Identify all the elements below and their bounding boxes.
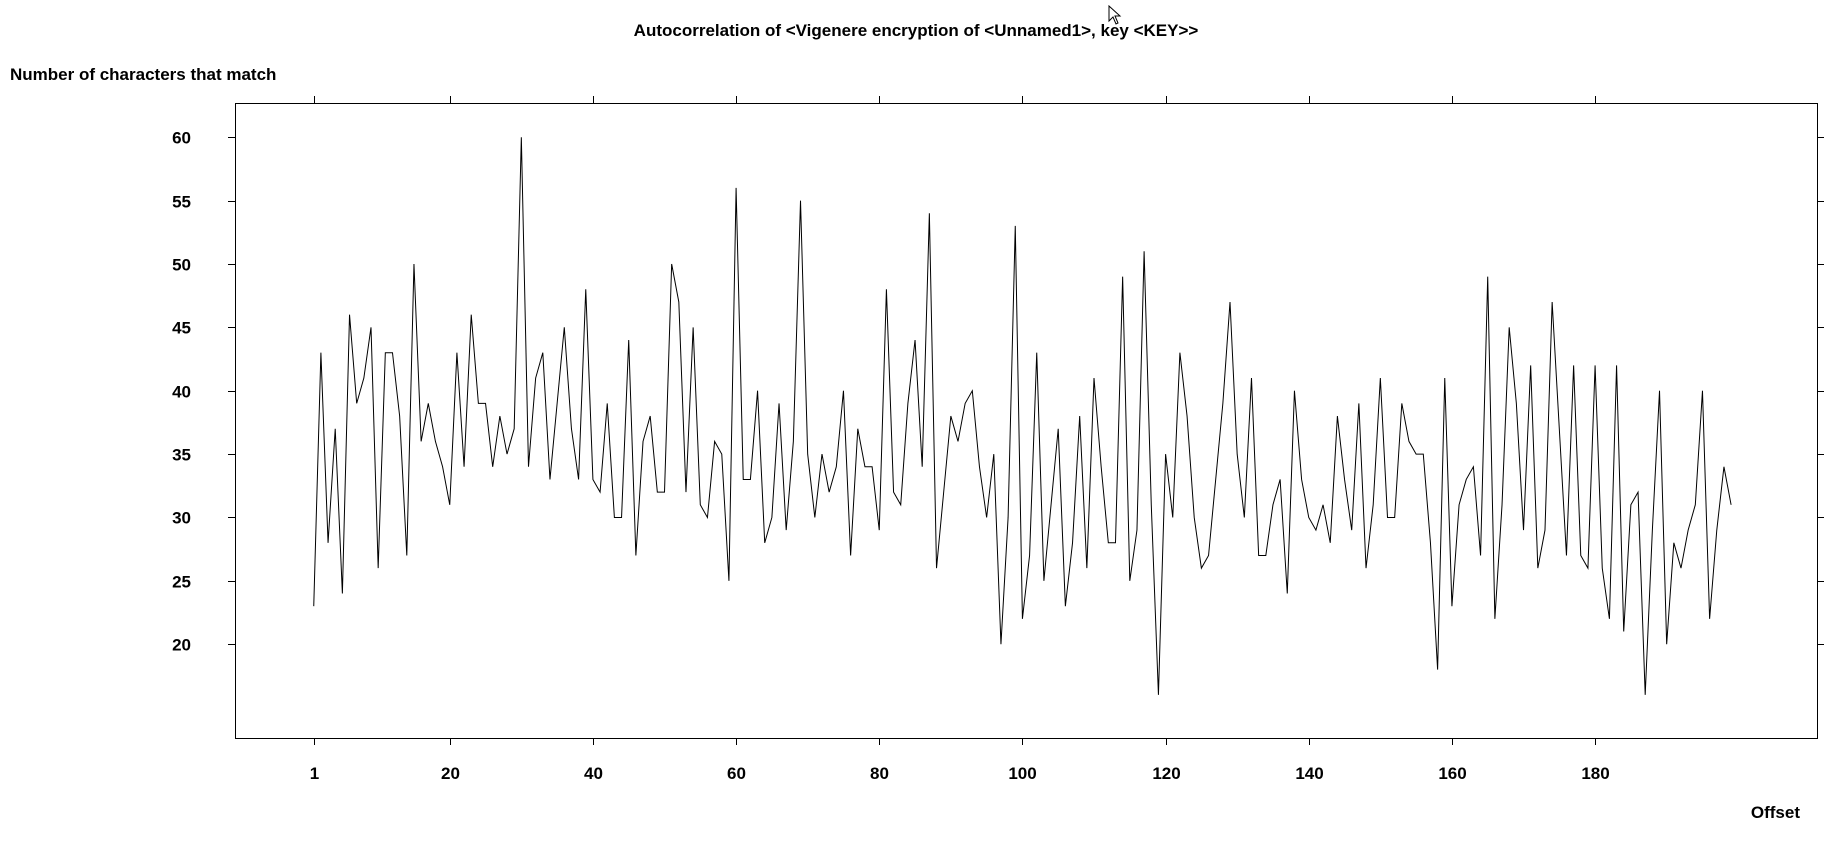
y-axis-label: Number of characters that match [10,65,277,84]
x-axis-label: Offset [1750,803,1800,822]
x-tick-label: 140 [1295,764,1323,783]
y-tick-label: 25 [172,573,191,592]
y-axis-ticks: 20 25 30 35 40 45 50 55 60 [172,129,1824,655]
x-tick-label: 1 [310,764,319,783]
x-tick-label: 120 [1152,764,1180,783]
x-tick-label: 180 [1581,764,1609,783]
plot-frame [235,103,1818,739]
x-tick-label: 160 [1438,764,1466,783]
chart-title: Autocorrelation of <Vigenere encryption … [633,21,1199,40]
x-tick-label: 40 [584,764,603,783]
y-tick-label: 55 [172,193,191,212]
mouse-pointer-icon [1108,5,1122,25]
y-tick-label: 40 [172,383,191,402]
autocorrelation-line [313,137,1732,695]
x-tick-label: 60 [727,764,746,783]
x-tick-label: 20 [441,764,460,783]
y-tick-label: 45 [172,319,191,338]
y-tick-label: 30 [172,509,191,528]
x-axis-ticks: 1 20 40 60 80 100 120 140 160 180 [310,96,1610,783]
y-tick-label: 20 [172,636,191,655]
y-tick-label: 60 [172,129,191,148]
x-tick-label: 80 [870,764,889,783]
x-tick-label: 100 [1008,764,1036,783]
y-tick-label: 50 [172,256,191,275]
y-tick-label: 35 [172,446,191,465]
